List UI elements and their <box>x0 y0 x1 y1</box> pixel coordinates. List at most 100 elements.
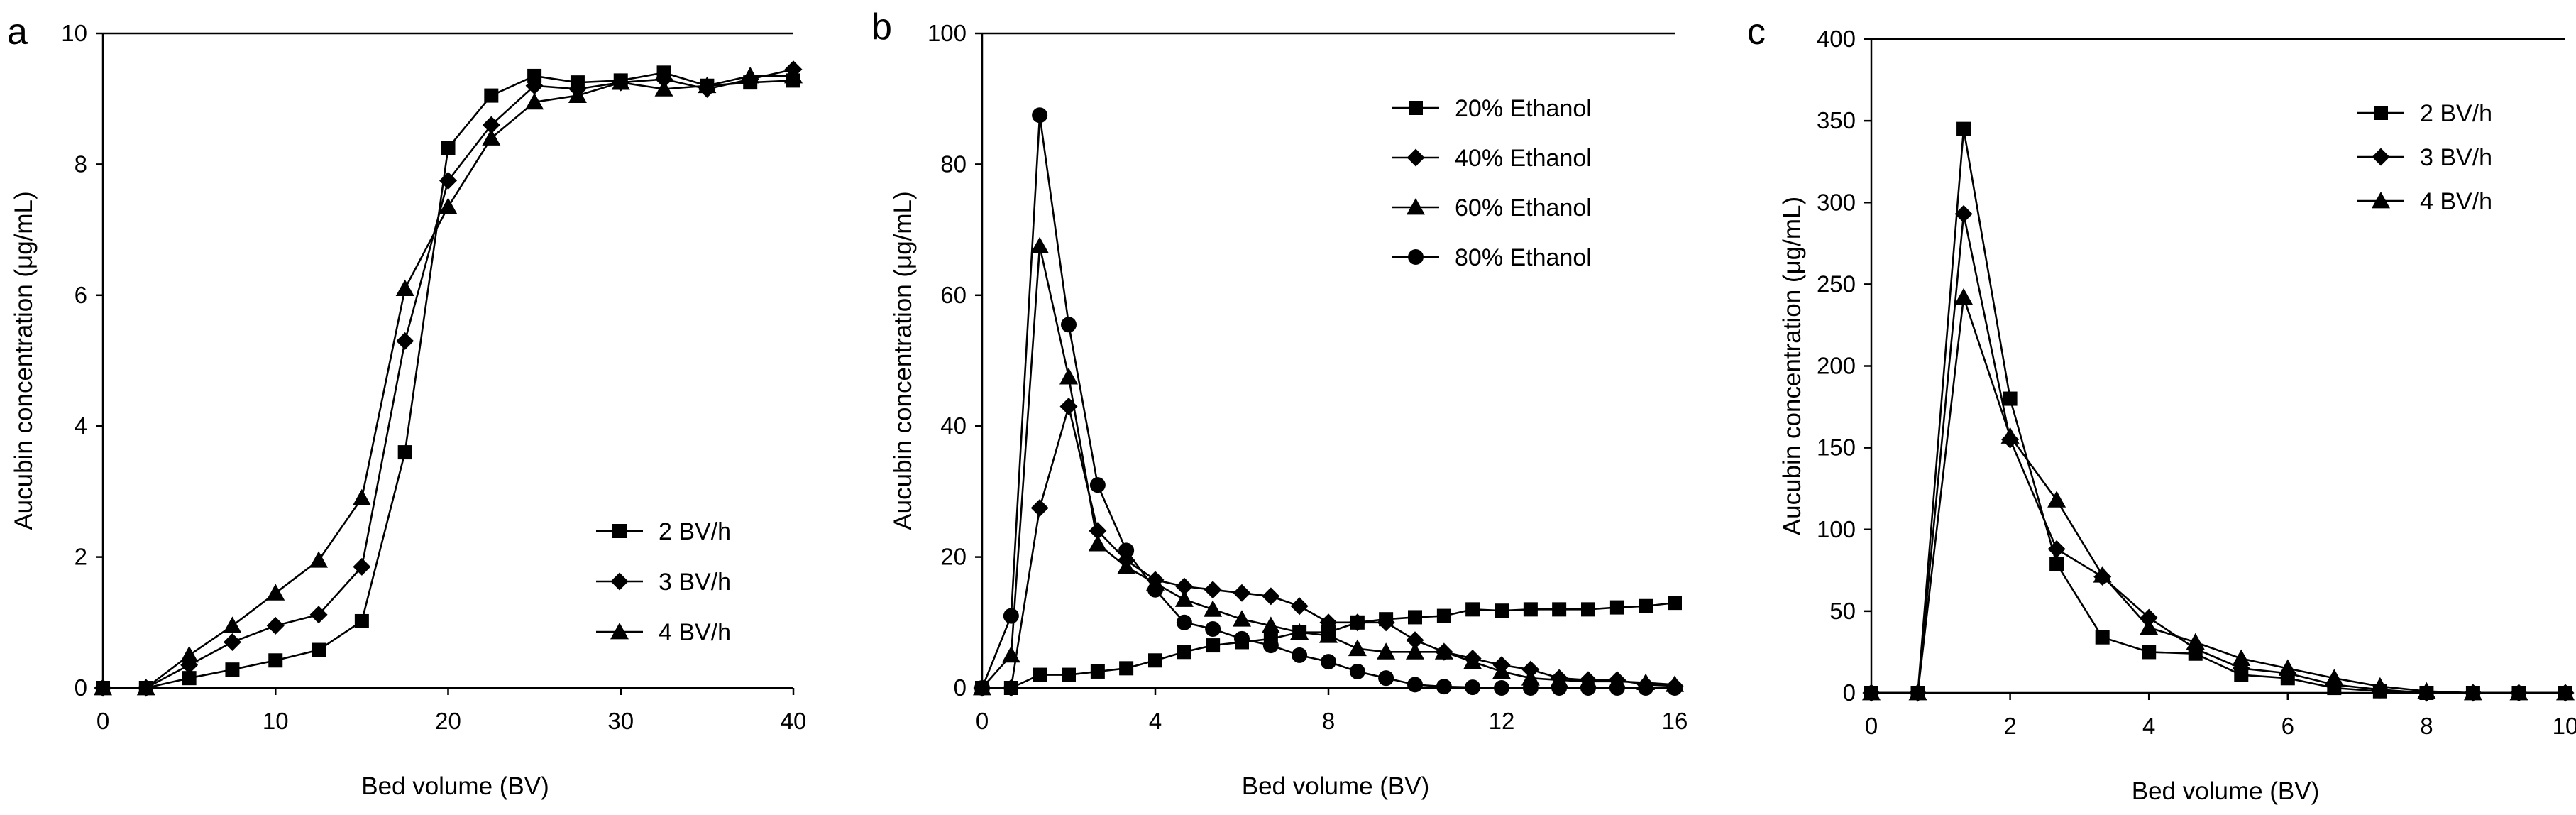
legend-marker <box>612 524 627 538</box>
data-point <box>1521 669 1540 686</box>
data-point <box>1290 597 1309 616</box>
data-point <box>225 662 240 677</box>
data-point <box>1908 684 1927 701</box>
data-point <box>1638 680 1654 696</box>
y-tick-label: 300 <box>1817 189 1856 215</box>
x-tick-label: 8 <box>2420 713 2433 739</box>
data-point <box>439 171 457 190</box>
data-point <box>527 68 542 83</box>
x-axis-title: Bed volume (BV) <box>1242 772 1430 800</box>
data-point <box>1030 236 1050 254</box>
data-point <box>1321 654 1336 670</box>
data-point <box>1609 680 1625 696</box>
data-point <box>1062 667 1076 682</box>
data-point <box>1030 498 1049 517</box>
data-point <box>439 197 458 214</box>
data-point <box>1177 645 1191 660</box>
legend-label: 20% Ethanol <box>1455 95 1592 122</box>
data-point <box>312 642 326 657</box>
legend-marker <box>1407 198 1425 215</box>
series-line <box>982 403 1675 689</box>
y-tick-label: 350 <box>1817 107 1856 133</box>
data-point <box>441 141 456 155</box>
data-point <box>1436 608 1451 623</box>
series-60-ethanol <box>973 236 1684 696</box>
data-point <box>1089 477 1106 493</box>
data-point <box>1033 667 1047 682</box>
legend-marker <box>1407 148 1425 167</box>
data-point <box>182 671 197 686</box>
legend-marker <box>2372 192 2390 209</box>
data-point <box>1609 600 1624 615</box>
data-point <box>2325 669 2344 686</box>
data-point <box>1406 642 1424 660</box>
y-tick-label: 10 <box>61 20 87 46</box>
data-point <box>1233 610 1251 627</box>
data-point <box>1494 680 1509 696</box>
data-point <box>1407 677 1423 693</box>
data-point <box>974 680 990 696</box>
data-point <box>266 616 285 635</box>
data-point <box>396 332 414 350</box>
data-point <box>1581 602 1595 617</box>
series-4-bv-h <box>94 66 803 696</box>
x-axis-title: Bed volume (BV) <box>2132 777 2320 805</box>
data-point <box>2047 540 2066 558</box>
data-point <box>482 128 501 146</box>
y-axis-title: Aucubin concentration (μg/mL) <box>889 191 917 530</box>
y-tick-label: 150 <box>1817 434 1856 461</box>
data-point <box>1349 663 1365 679</box>
data-point <box>309 606 328 624</box>
data-point <box>1639 598 1653 613</box>
data-point <box>1088 535 1107 552</box>
data-point <box>1495 603 1509 618</box>
data-point <box>268 653 283 668</box>
y-axis-title: Aucubin concentration (μg/mL) <box>1778 197 1806 535</box>
data-point <box>1262 587 1280 606</box>
data-point <box>2003 391 2018 406</box>
data-point <box>395 279 414 296</box>
y-tick-label: 250 <box>1817 270 1856 297</box>
data-point <box>94 679 112 696</box>
data-point <box>1580 680 1596 696</box>
data-point <box>1205 621 1221 638</box>
data-point <box>223 633 241 651</box>
y-tick-label: 0 <box>75 674 87 701</box>
data-point <box>1956 121 1971 136</box>
data-point <box>484 88 499 103</box>
legend-marker <box>2372 148 2390 166</box>
x-tick-label: 4 <box>2142 713 2155 739</box>
data-point <box>1434 642 1453 660</box>
data-point <box>1465 679 1481 696</box>
data-point <box>1234 630 1250 647</box>
data-point <box>1406 631 1424 650</box>
y-tick-label: 8 <box>75 151 87 177</box>
data-point <box>1348 639 1367 657</box>
y-tick-label: 60 <box>940 282 967 308</box>
data-point <box>1176 614 1192 630</box>
y-tick-label: 50 <box>1829 598 1856 624</box>
x-tick-label: 8 <box>1322 708 1335 734</box>
data-point <box>1119 661 1134 676</box>
series-3-bv-h <box>1862 204 2575 702</box>
data-point <box>1348 613 1367 632</box>
data-point <box>397 445 412 460</box>
y-axis-title: Aucubin concentration (μg/mL) <box>10 191 38 530</box>
data-point <box>1148 653 1162 668</box>
x-tick-label: 4 <box>1149 708 1162 734</box>
legend: 2 BV/h 3 BV/h 4 BV/h <box>596 518 731 646</box>
data-point <box>1377 613 1395 632</box>
data-point <box>1002 679 1020 697</box>
y-tick-label: 0 <box>954 674 967 701</box>
data-point <box>1492 662 1511 679</box>
y-tick-label: 40 <box>940 412 967 439</box>
legend-label: 4 BV/h <box>2420 188 2492 215</box>
data-point <box>1551 680 1568 696</box>
data-point <box>1147 581 1163 598</box>
data-point <box>1954 204 1973 223</box>
series-4-bv-h <box>1862 288 2575 701</box>
data-point <box>1465 602 1480 617</box>
series-2-bv-h <box>96 65 800 695</box>
data-point <box>1436 679 1452 695</box>
data-point <box>525 92 544 110</box>
